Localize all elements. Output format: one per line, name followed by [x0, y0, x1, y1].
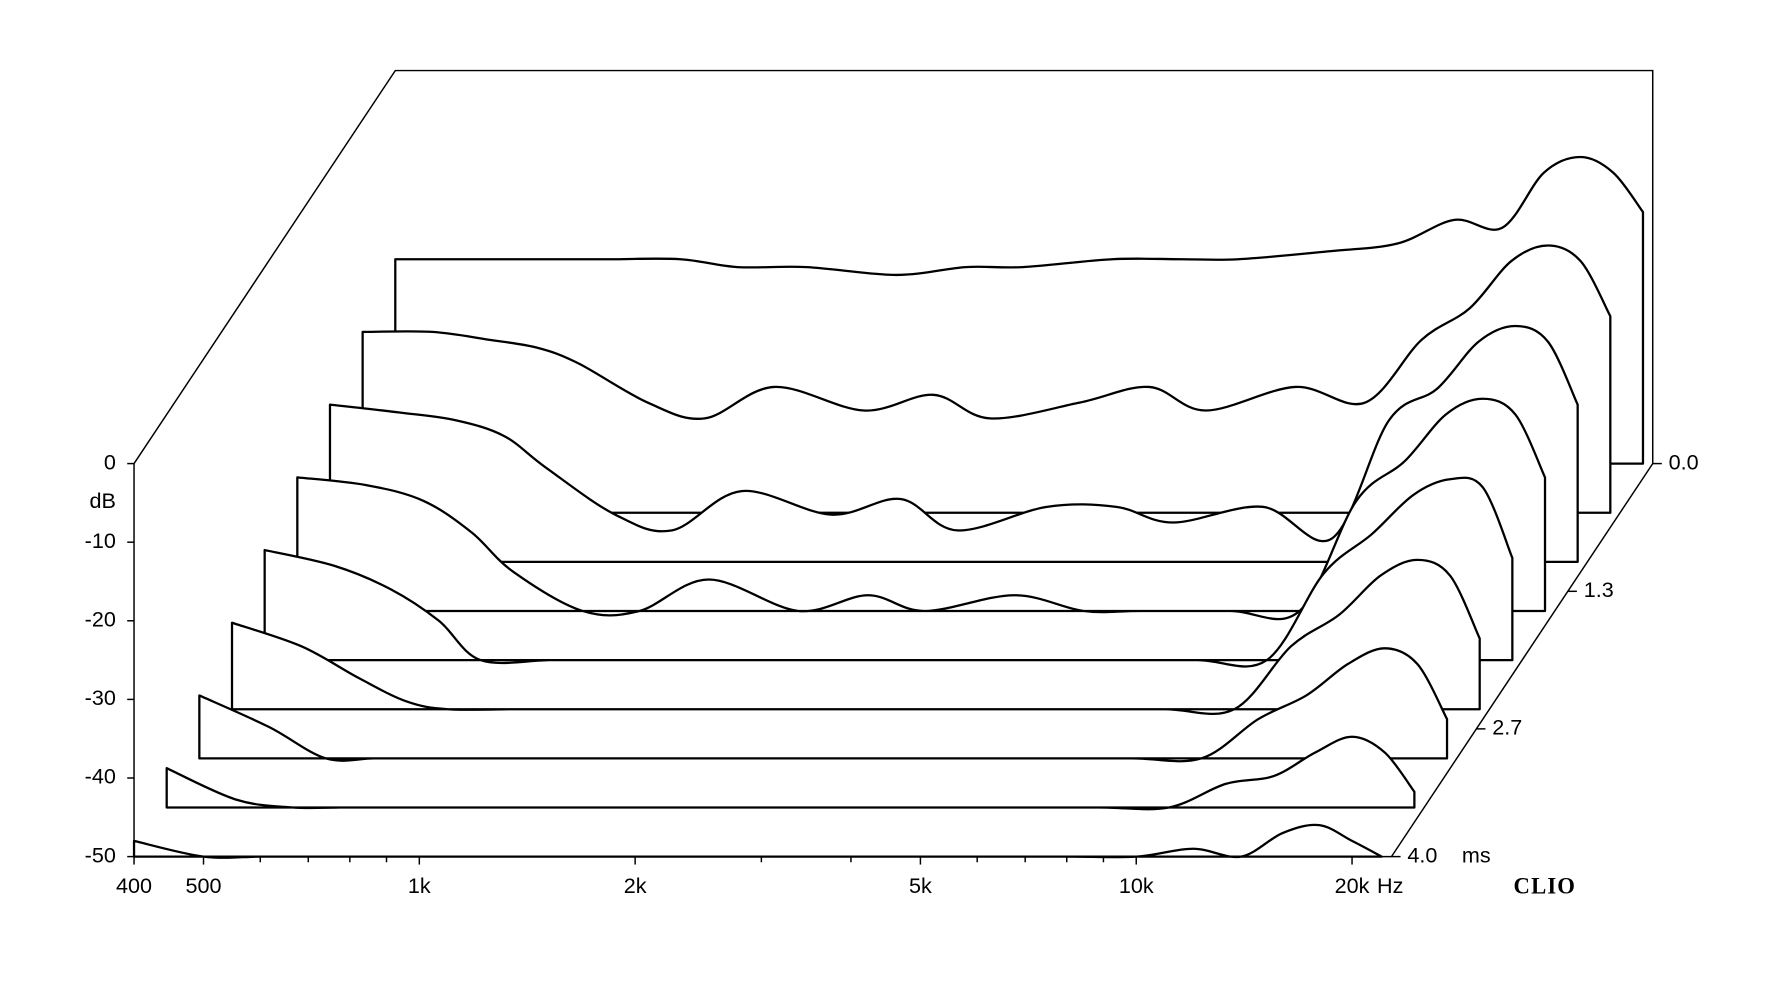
z-tick-label: 4.0: [1407, 842, 1437, 867]
x-tick-label: 20k: [1335, 873, 1370, 898]
decay-slice: [394, 155, 1645, 465]
decay-slice: [165, 735, 1416, 811]
x-tick-label: 2k: [624, 873, 647, 898]
y-tick-label: -30: [85, 685, 116, 710]
z-tick-label: 0.0: [1669, 449, 1699, 474]
y-tick-label: -40: [85, 764, 116, 789]
y-tick-label: -50: [85, 842, 116, 867]
frame: [133, 69, 1654, 464]
z-tick-label: 2.7: [1492, 715, 1522, 740]
brand: CLIO: [1514, 874, 1577, 899]
x-tick-label: 500: [186, 873, 222, 898]
y-tick-label: -20: [85, 606, 116, 631]
y-tick-label: -10: [85, 528, 116, 553]
decay-slice: [132, 823, 1383, 859]
decay-slice: [361, 244, 1612, 514]
y-tick-label: 0: [104, 449, 116, 474]
y-unit: dB: [89, 488, 115, 513]
x-unit: Hz: [1377, 873, 1403, 898]
x-tick-label: 400: [116, 873, 152, 898]
z-tick-label: 1.3: [1584, 577, 1614, 602]
x-tick-label: 5k: [909, 873, 932, 898]
z-unit: ms: [1462, 842, 1491, 867]
x-tick-label: 1k: [408, 873, 431, 898]
z-axis: [1390, 463, 1654, 858]
x-tick-label: 10k: [1119, 873, 1154, 898]
